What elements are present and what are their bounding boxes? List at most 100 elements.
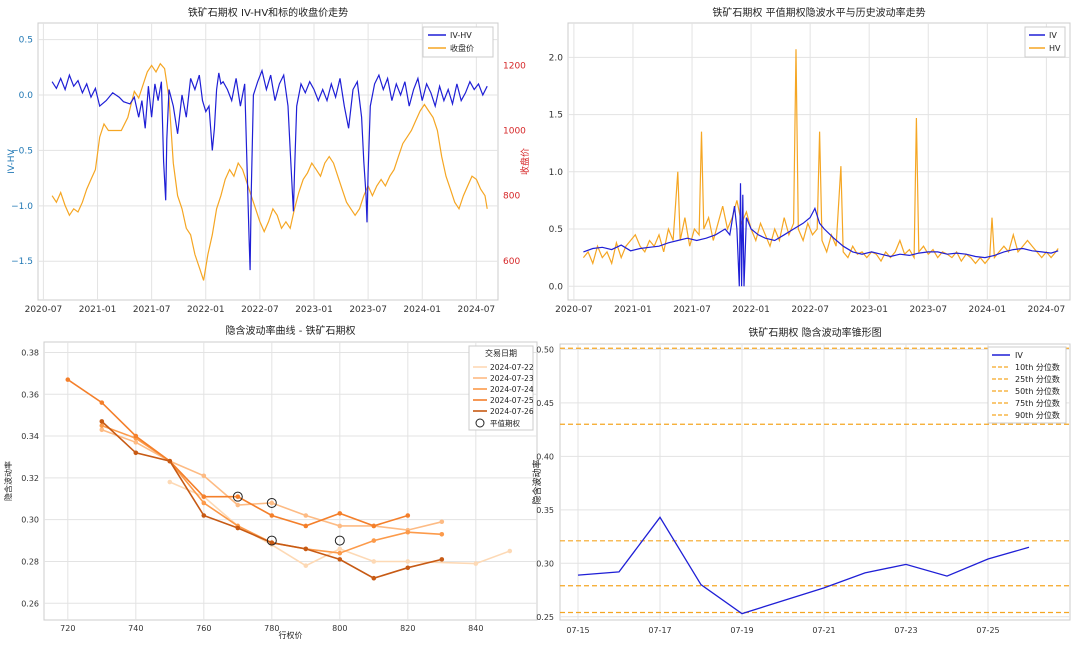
- legend-label: 50th 分位数: [1015, 386, 1060, 396]
- legend-label: 2024-07-26: [490, 407, 534, 416]
- data-point: [507, 548, 513, 554]
- data-point: [371, 575, 377, 581]
- data-point: [405, 529, 411, 535]
- y-tick-label: 2.0: [549, 53, 564, 63]
- y-tick-label: 0.0: [549, 282, 564, 292]
- data-point: [269, 540, 275, 545]
- data-point: [167, 479, 173, 485]
- y-tick-label: 0.40: [536, 452, 554, 461]
- series-line-iv-hv: [51, 68, 488, 271]
- data-point: [303, 546, 309, 552]
- legend-label: 25th 分位数: [1015, 374, 1060, 384]
- x-tick-label: 07-19: [730, 626, 753, 635]
- y2-tick-label: 600: [503, 257, 520, 267]
- x-tick-label: 2021-01: [614, 305, 652, 315]
- y-tick-label: −0.5: [11, 146, 33, 156]
- legend-label: 10th 分位数: [1015, 362, 1060, 372]
- series-line-hv: [582, 49, 1059, 266]
- data-point: [337, 523, 343, 529]
- x-tick-label: 2022-07: [241, 305, 279, 315]
- data-point: [99, 400, 105, 405]
- legend-label: IV: [1015, 351, 1023, 360]
- data-point: [133, 433, 139, 439]
- y-tick-label: 0.30: [536, 559, 554, 568]
- x-tick-label: 720: [60, 624, 75, 633]
- series-2024-07-25: [65, 377, 411, 529]
- x-tick-label: 780: [264, 624, 279, 633]
- chart-title: 铁矿石期权 平值期权隐波水平与历史波动率走势: [712, 6, 925, 19]
- data-point: [439, 519, 445, 525]
- data-point: [371, 538, 377, 543]
- x-tick-label: 2022-01: [732, 305, 770, 315]
- legend-label: 2024-07-24: [490, 385, 534, 394]
- legend-label: 2024-07-25: [490, 396, 534, 405]
- atm-marker: [266, 535, 277, 546]
- data-point: [133, 450, 139, 456]
- y2-axis-label: 收盘价: [519, 148, 531, 175]
- x-tick-label: 2023-01: [295, 305, 333, 315]
- data-point: [303, 513, 309, 518]
- y-tick-label: 0.5: [19, 36, 33, 46]
- y2-tick-label: 1000: [503, 127, 526, 137]
- x-tick-label: 07-21: [812, 626, 835, 635]
- y-tick-label: 0.32: [21, 474, 39, 483]
- x-tick-label: 2023-07: [349, 305, 387, 315]
- plot-area: [559, 343, 1071, 621]
- data-point: [337, 546, 343, 552]
- legend-label: 90th 分位数: [1015, 410, 1060, 420]
- x-tick-label: 740: [128, 624, 143, 633]
- y-tick-label: 0.36: [21, 390, 39, 399]
- y-tick-label: 0.0: [19, 91, 34, 101]
- x-tick-label: 840: [468, 624, 483, 633]
- legend-label: IV: [1049, 31, 1057, 40]
- x-tick-label: 820: [400, 624, 415, 633]
- x-tick-label: 07-15: [566, 626, 589, 635]
- legend-label: 75th 分位数: [1015, 398, 1060, 408]
- data-point: [337, 557, 343, 562]
- data-point: [235, 502, 241, 508]
- data-point: [201, 513, 207, 518]
- atm-marker: [232, 491, 243, 502]
- data-point: [371, 523, 377, 529]
- data-point: [439, 532, 445, 537]
- y2-tick-label: 800: [503, 192, 520, 202]
- x-tick-label: 2023-01: [850, 305, 888, 315]
- y-axis-label: 隐含波动率: [531, 459, 543, 504]
- legend-label: 收盘价: [450, 43, 474, 53]
- legend-label: 2024-07-22: [490, 363, 534, 372]
- y-tick-label: 0.5: [549, 225, 563, 235]
- legend-label: 2024-07-23: [490, 374, 534, 383]
- y-tick-label: 0.34: [21, 432, 39, 441]
- data-point: [337, 511, 343, 516]
- legend: IV HV: [1024, 26, 1066, 58]
- data-point: [235, 525, 241, 531]
- x-tick-label: 2021-01: [79, 305, 117, 315]
- data-point: [99, 427, 105, 433]
- y-tick-label: 1.0: [549, 168, 564, 178]
- legend-label: HV: [1049, 44, 1061, 53]
- data-point: [201, 500, 207, 506]
- x-tick-label: 800: [332, 624, 347, 633]
- data-point: [65, 377, 71, 382]
- x-tick-label: 2024-01: [403, 305, 441, 315]
- legend-box: [422, 26, 494, 58]
- data-point: [371, 559, 377, 564]
- x-tick-label: 2020-07: [25, 305, 63, 315]
- y2-tick-label: 1200: [503, 61, 526, 71]
- legend-title: 交易日期: [485, 348, 517, 358]
- legend-box: [987, 346, 1067, 424]
- legend-swatch: [475, 418, 485, 428]
- series-line-iv: [583, 183, 1059, 287]
- y-tick-label: 0.50: [536, 345, 554, 354]
- series-line-iv: [577, 516, 1030, 615]
- data-point: [405, 513, 411, 518]
- y-tick-label: 0.26: [21, 599, 39, 608]
- x-axis-label: 行权价: [279, 630, 303, 640]
- data-point: [303, 563, 309, 568]
- data-point: [99, 419, 105, 424]
- data-point: [133, 440, 139, 445]
- y-axis-label: IV-HV: [7, 148, 17, 173]
- y-tick-label: −1.5: [11, 257, 33, 267]
